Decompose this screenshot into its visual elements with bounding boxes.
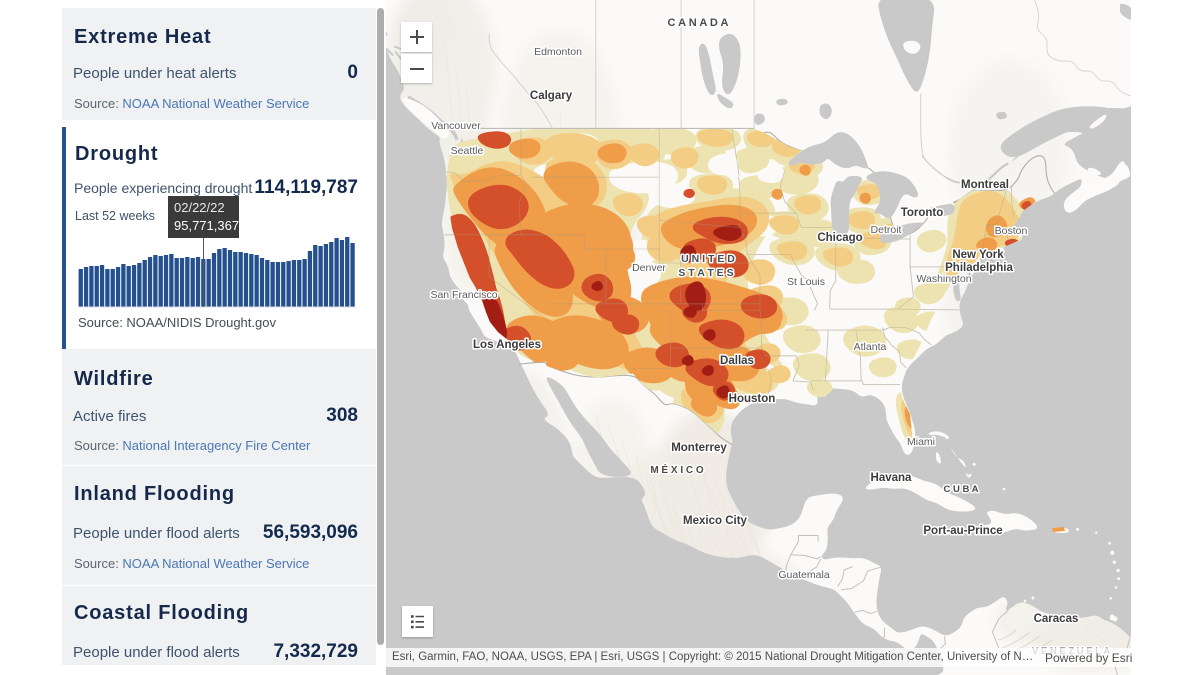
svg-text:Houston: Houston <box>729 393 776 405</box>
svg-text:Boston: Boston <box>995 225 1028 237</box>
svg-text:Dallas: Dallas <box>720 355 754 367</box>
svg-text:Detroit: Detroit <box>871 224 902 236</box>
svg-text:Vancouver: Vancouver <box>431 120 481 132</box>
svg-text:M É X I C O: M É X I C O <box>650 463 704 476</box>
svg-text:Guatemala: Guatemala <box>778 569 830 581</box>
svg-text:Calgary: Calgary <box>530 90 573 102</box>
svg-text:Seattle: Seattle <box>451 145 484 157</box>
svg-text:Havana: Havana <box>871 472 913 484</box>
svg-text:Monterrey: Monterrey <box>671 442 727 454</box>
svg-text:Toronto: Toronto <box>901 207 944 219</box>
svg-text:Edmonton: Edmonton <box>534 46 582 58</box>
svg-text:Denver: Denver <box>632 262 666 274</box>
svg-text:San Francisco: San Francisco <box>430 289 497 301</box>
svg-text:Port-au-Prince: Port-au-Prince <box>923 525 1002 537</box>
svg-text:Los Angeles: Los Angeles <box>473 339 541 351</box>
svg-text:U N I T E D: U N I T E D <box>681 253 735 265</box>
svg-text:Chicago: Chicago <box>817 232 862 244</box>
svg-text:Washington: Washington <box>916 273 971 285</box>
svg-text:Miami: Miami <box>907 436 935 448</box>
svg-text:Caracas: Caracas <box>1034 613 1079 625</box>
svg-text:New York: New York <box>952 249 1004 261</box>
svg-text:Montreal: Montreal <box>961 179 1009 191</box>
svg-text:Atlanta: Atlanta <box>854 341 887 353</box>
svg-text:St Louis: St Louis <box>787 276 825 288</box>
svg-text:C A N A D A: C A N A D A <box>668 17 729 29</box>
svg-text:S T A T E S: S T A T E S <box>678 267 733 279</box>
svg-text:Mexico City: Mexico City <box>683 515 748 527</box>
svg-text:Philadelphia: Philadelphia <box>945 262 1013 274</box>
svg-text:C U B A: C U B A <box>943 484 978 495</box>
